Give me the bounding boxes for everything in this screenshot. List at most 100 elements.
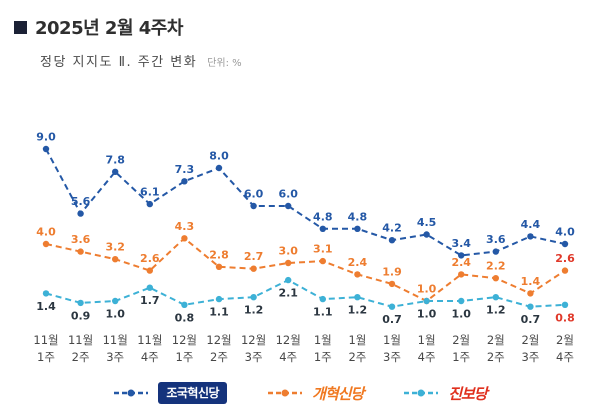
x-axis-label-week: 1주 [37, 350, 55, 364]
data-point-series-0 [354, 225, 361, 232]
data-value-label: 4.8 [313, 210, 333, 223]
x-axis-label-month: 2월 [452, 333, 470, 347]
x-axis-label-week: 1주 [175, 350, 193, 364]
party-logo-jinbodang: 진보당 [448, 384, 487, 403]
x-axis-label-week: 3주 [106, 350, 124, 364]
data-point-series-1 [215, 263, 223, 270]
party-support-trend-chart: 9.0 5.6 7.8 6.1 7.3 8.0 6.0 6.0 4.8 4.8 4.2 4.5 3.4 3… [33, 131, 575, 365]
data-point-series-2 [42, 290, 50, 297]
data-value-label: 2.4 [451, 256, 471, 269]
chart-subtitle: 정당 지지도 Ⅱ. 주간 변화 [40, 55, 198, 70]
data-value-label: 5.6 [71, 195, 91, 208]
data-value-label: 4.2 [382, 222, 402, 235]
x-axis-label-week: 2주 [348, 350, 366, 364]
x-axis-label-week: 4주 [418, 350, 436, 364]
report-header: 2025년 2월 4주차 [14, 14, 600, 40]
legend-item-gaehyuksindang: 개혁신당 [267, 383, 364, 404]
data-value-label: 1.9 [382, 265, 402, 278]
data-value-label: 0.8 [555, 311, 575, 324]
data-point-series-1 [319, 257, 326, 265]
data-point-series-0 [319, 225, 326, 232]
x-axis-label-week: 2주 [72, 350, 90, 364]
x-axis-label-week: 3주 [383, 350, 401, 364]
data-value-label: 1.1 [209, 306, 229, 319]
title-bullet-icon [14, 20, 27, 34]
legend-item-jokukhyuksindang: 조국혁신당 [113, 382, 228, 404]
data-value-label: 2.2 [486, 260, 506, 273]
x-axis-label-month: 1월 [418, 333, 436, 347]
data-value-label: 1.1 [313, 306, 333, 319]
data-value-label: 0.8 [175, 311, 195, 324]
data-point-series-1 [181, 235, 188, 242]
legend-line-marker [114, 389, 149, 397]
data-point-series-0 [527, 233, 534, 240]
data-value-label: 3.2 [105, 241, 125, 254]
data-point-series-2 [215, 295, 223, 303]
data-value-label: 3.6 [486, 233, 506, 246]
series-line-2 [45, 278, 566, 308]
page-title: 2025년 2월 4주차 [35, 18, 183, 39]
data-point-series-1 [250, 265, 257, 272]
data-value-label: 6.0 [278, 188, 298, 201]
data-value-label: 4.8 [348, 210, 368, 223]
x-axis-label-week: 3주 [245, 350, 263, 364]
data-point-series-2 [250, 294, 257, 301]
data-value-label: 1.0 [417, 308, 437, 321]
legend-line-marker [404, 389, 439, 397]
data-point-series-0 [181, 178, 188, 185]
data-point-series-0 [285, 202, 292, 210]
data-point-series-2 [112, 297, 119, 305]
data-point-series-0 [458, 252, 465, 259]
data-point-series-2 [527, 303, 534, 310]
data-point-series-1 [458, 271, 465, 278]
x-axis-label-week: 4주 [556, 350, 574, 364]
data-point-series-2 [319, 295, 326, 303]
data-point-series-2 [561, 301, 569, 308]
data-point-series-0 [423, 231, 430, 238]
data-value-label: 0.9 [71, 309, 91, 322]
data-point-series-1 [42, 240, 50, 248]
data-value-label: 1.0 [451, 308, 471, 321]
x-axis-label-week: 4주 [141, 350, 159, 364]
x-axis-label-month: 2월 [487, 333, 505, 347]
data-value-label: 6.0 [244, 188, 264, 201]
data-value-label: 6.1 [140, 186, 160, 199]
data-value-label: 9.0 [36, 131, 56, 144]
data-value-label: 1.7 [140, 294, 160, 307]
data-point-series-2 [458, 297, 465, 305]
x-axis-label-week: 1주 [452, 350, 470, 364]
data-value-label: 4.5 [417, 216, 437, 229]
x-axis-label-month: 12월 [276, 333, 301, 347]
data-value-label: 3.4 [451, 237, 471, 250]
x-axis-label-month: 2월 [521, 333, 539, 347]
data-value-label: 1.2 [486, 304, 506, 317]
data-value-label: 2.7 [244, 250, 264, 263]
data-value-label: 3.1 [313, 243, 333, 256]
x-axis-label-month: 12월 [206, 333, 231, 347]
party-logo-jokukhyuksindang: 조국혁신당 [158, 382, 228, 404]
data-value-label: 1.4 [36, 300, 56, 313]
data-point-series-1 [388, 280, 396, 288]
x-axis-label-month: 2월 [556, 333, 574, 347]
report-subheader: 정당 지지도 Ⅱ. 주간 변화 단위: % [40, 51, 600, 70]
legend-item-jinbodang: 진보당 [403, 383, 488, 404]
data-value-label: 2.6 [140, 252, 160, 265]
data-point-series-0 [561, 240, 569, 248]
data-value-label: 7.8 [105, 153, 125, 166]
data-value-label: 2.8 [209, 248, 229, 261]
legend-line-marker [268, 389, 303, 397]
data-value-label: 1.4 [521, 275, 541, 288]
data-value-label: 2.6 [555, 252, 575, 265]
x-axis-label-week: 4주 [279, 350, 297, 364]
party-logo-gaehyuksindang: 개혁신당 [312, 384, 364, 403]
x-axis-label-month: 1월 [314, 333, 332, 347]
x-axis-label-month: 11월 [103, 333, 128, 347]
data-point-series-0 [112, 168, 119, 175]
series-line-0 [45, 148, 566, 257]
data-value-label: 4.3 [175, 220, 195, 233]
data-point-series-1 [561, 267, 569, 274]
data-value-label: 1.0 [105, 308, 125, 321]
data-point-series-1 [527, 290, 534, 297]
data-value-label: 1.2 [348, 304, 368, 317]
